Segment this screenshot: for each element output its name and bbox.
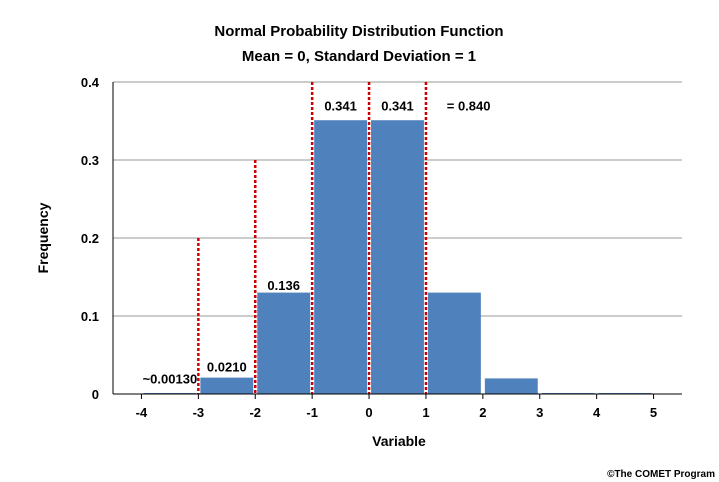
x-tick-label: -4 xyxy=(136,405,148,420)
bar xyxy=(427,292,481,394)
x-tick-label: -1 xyxy=(306,405,318,420)
data-label: ~0.00130 xyxy=(143,371,198,386)
annotations: ~0.00130 0.0210 0.136 0.341 0.341 = 0.840 xyxy=(143,98,491,386)
x-tick-labels: -4 -3 -2 -1 0 1 2 3 4 5 xyxy=(136,405,657,420)
data-label: 0.341 xyxy=(324,98,357,113)
bar xyxy=(257,292,311,394)
copyright-credit: ©The COMET Program xyxy=(607,469,715,480)
bar xyxy=(143,392,197,394)
x-axis-label: Variable xyxy=(372,433,426,449)
x-tick-label: 1 xyxy=(422,405,429,420)
x-tick-label: -3 xyxy=(193,405,205,420)
data-label: 0.0210 xyxy=(207,360,247,375)
bars xyxy=(143,120,652,394)
y-tick-label: 0.1 xyxy=(81,309,99,324)
data-label: 0.136 xyxy=(267,278,300,293)
reference-lines xyxy=(197,82,428,394)
y-tick-labels: 0 0.1 0.2 0.3 0.4 xyxy=(81,75,100,402)
data-label: = 0.840 xyxy=(447,98,491,113)
x-tick-label: 0 xyxy=(365,405,372,420)
data-label: 0.341 xyxy=(381,98,414,113)
x-tick-label: 2 xyxy=(479,405,486,420)
y-tick-label: 0 xyxy=(92,387,99,402)
y-axis-label: Frequency xyxy=(35,202,51,273)
x-tick-label: -2 xyxy=(249,405,261,420)
bar xyxy=(371,120,424,394)
chart-title: Normal Probability Distribution Function xyxy=(214,23,503,40)
bar xyxy=(314,120,368,394)
x-tick-label: 3 xyxy=(536,405,543,420)
y-tick-label: 0.4 xyxy=(81,75,100,90)
bar xyxy=(200,377,254,394)
bar xyxy=(484,378,538,394)
y-tick-label: 0.2 xyxy=(81,231,99,246)
y-tick-label: 0.3 xyxy=(81,153,99,168)
axes xyxy=(112,82,682,399)
bar xyxy=(541,392,595,394)
chart-subtitle: Mean = 0, Standard Deviation = 1 xyxy=(242,48,476,65)
bar xyxy=(598,392,652,394)
x-tick-label: 5 xyxy=(650,405,657,420)
x-tick-label: 4 xyxy=(593,405,601,420)
